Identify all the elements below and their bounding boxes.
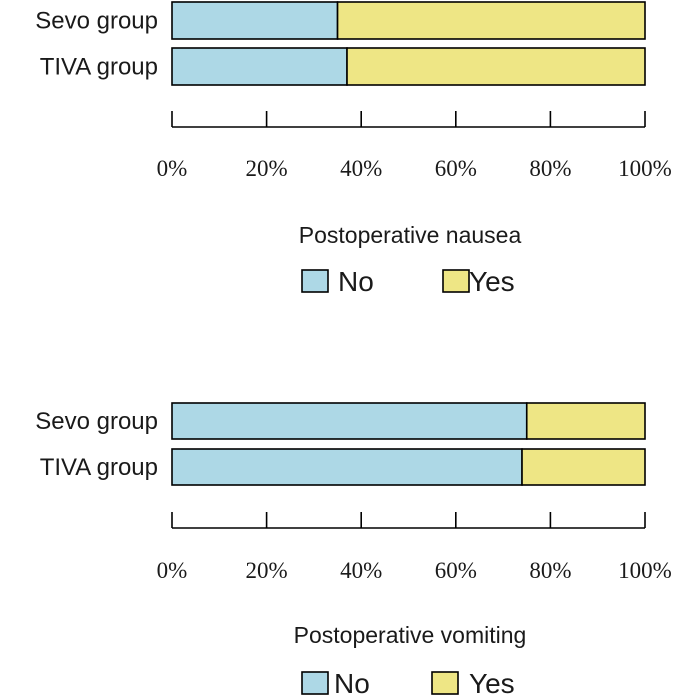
panel1-x-tick-label-1: 20% — [246, 156, 288, 181]
panel2-legend-label-yes: Yes — [469, 668, 515, 699]
panel2-legend-swatch-yes — [431, 671, 459, 695]
panel1-bar-sevo-group-no — [171, 1, 339, 40]
panel2-x-tick-label-2: 40% — [340, 558, 382, 583]
panel2-legend-label-no: No — [334, 668, 370, 699]
panel2-bar-tiva-group-no — [171, 448, 523, 486]
panel1-bar-tiva-group-yes — [346, 47, 646, 86]
panel1-legend-title: Postoperative nausea — [299, 222, 522, 248]
panel1-x-tick-label-0: 0% — [157, 156, 188, 181]
panel2-x-tick-label-3: 60% — [435, 558, 477, 583]
panel1-legend-swatch-yes — [442, 269, 470, 293]
panel2-x-tick-label-1: 20% — [246, 558, 288, 583]
panel1-x-tick-label-4: 80% — [529, 156, 571, 181]
panel2-x-tick-label-4: 80% — [529, 558, 571, 583]
panel2-category-label-sevo-group: Sevo group — [35, 408, 158, 435]
panel2-legend-title: Postoperative vomiting — [294, 622, 527, 648]
panel1-x-tick-label-3: 60% — [435, 156, 477, 181]
panel1-legend-swatch-no — [301, 269, 329, 293]
panel1-bar-sevo-group-yes — [336, 1, 646, 40]
panel1-legend-label-no: No — [338, 266, 374, 297]
panel1-x-tick-label-2: 40% — [340, 156, 382, 181]
panel1-category-label-sevo-group: Sevo group — [35, 8, 158, 35]
panel2-bar-sevo-group-no — [171, 402, 528, 440]
panel2-legend-swatch-no — [301, 671, 329, 695]
panel1-bar-tiva-group-no — [171, 47, 348, 86]
panel1-legend-label-yes: Yes — [469, 266, 515, 297]
panel1-x-tick-label-5: 100% — [618, 156, 672, 181]
panel2-x-tick-label-5: 100% — [618, 558, 672, 583]
panel2-bar-sevo-group-yes — [525, 402, 646, 440]
panel2-bar-tiva-group-yes — [521, 448, 646, 486]
panel2-category-label-tiva-group: TIVA group — [40, 454, 158, 481]
panel2-x-tick-label-0: 0% — [157, 558, 188, 583]
panel1-category-label-tiva-group: TIVA group — [40, 54, 158, 81]
